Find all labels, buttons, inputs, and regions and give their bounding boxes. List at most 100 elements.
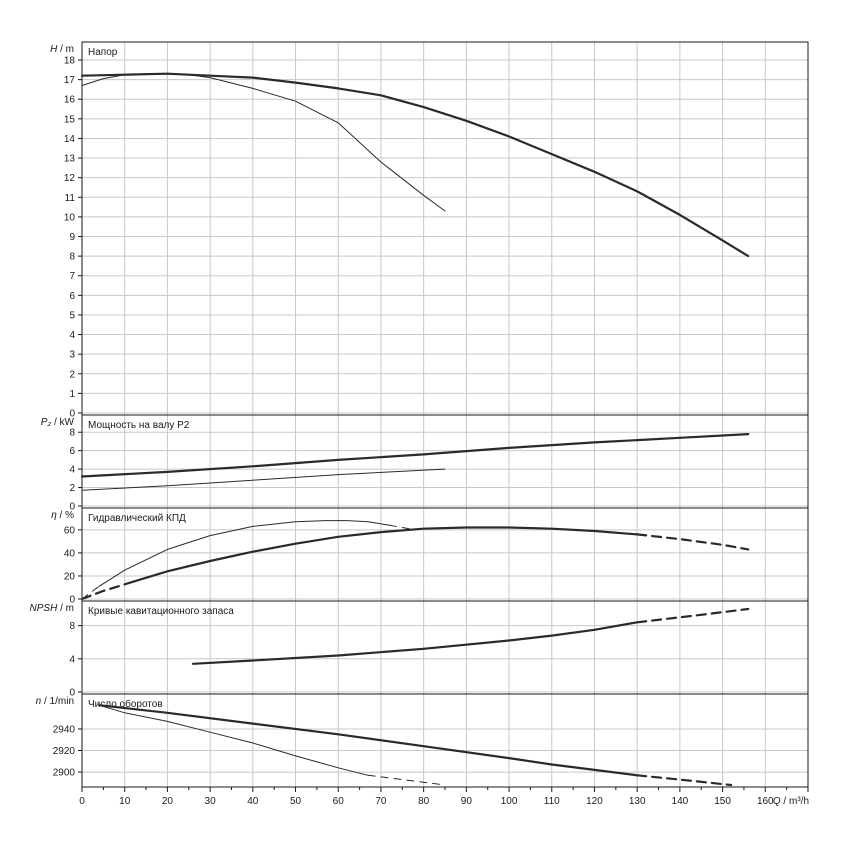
curve-head-0	[80, 72, 750, 258]
curve-efficiency-5	[389, 524, 416, 531]
y-tick-label: 17	[64, 75, 76, 86]
y-tick-label: 10	[64, 212, 76, 223]
y-tick-label: 6	[69, 291, 75, 302]
y-tick-label: 8	[69, 252, 75, 263]
y-axis-variable: P₂	[41, 417, 52, 428]
panel-npsh: 0 4 8 NPSH / m Кривые кавитационного запаса	[30, 600, 809, 699]
x-tick-label: 0	[79, 796, 85, 807]
y-tick-label: 2900	[53, 768, 76, 779]
y-axis-variable: η	[51, 510, 57, 521]
panel-title: Кривые кавитационного запаса	[88, 606, 234, 617]
x-axis-unit: m³/h	[789, 796, 809, 807]
y-tick-label: 12	[64, 173, 76, 184]
x-tick-label: 90	[461, 796, 473, 807]
x-tick-label: 10	[119, 796, 131, 807]
y-axis-variable: n	[36, 696, 42, 707]
x-tick-label: 120	[586, 796, 603, 807]
y-tick-label: 1	[69, 389, 75, 400]
panel-efficiency: 0 20 40 60 η / % Гидравлический КПД	[51, 507, 809, 606]
y-tick-label: 9	[69, 232, 75, 243]
x-tick-label: 50	[290, 796, 302, 807]
y-tick-label: 8	[69, 428, 75, 439]
curve-speed-2	[98, 704, 369, 776]
y-axis-unit: m	[66, 44, 74, 55]
x-tick-label: 30	[205, 796, 217, 807]
y-tick-label: 14	[64, 134, 76, 145]
x-tick-label: 140	[672, 796, 689, 807]
curve-efficiency-3	[98, 520, 390, 587]
y-tick-label: 4	[69, 654, 75, 665]
curve-head-1	[81, 73, 446, 212]
panel-frame	[81, 693, 809, 788]
y-axis-label: n / 1/min	[36, 696, 74, 707]
y-tick-label: 15	[64, 114, 76, 125]
y-axis-unit: m	[66, 603, 74, 614]
x-axis-variable: Q	[773, 796, 781, 807]
y-axis-unit: 1/min	[50, 696, 74, 707]
y-axis-variable: H	[50, 44, 58, 55]
x-tick-label: 40	[247, 796, 259, 807]
curve-power-0	[80, 433, 750, 478]
y-tick-label: 4	[69, 330, 75, 341]
curve-speed-3	[367, 774, 446, 786]
y-tick-label: 2940	[53, 724, 76, 735]
y-tick-label: 40	[64, 548, 76, 559]
curve-efficiency-4	[81, 585, 100, 600]
y-tick-label: 4	[69, 465, 75, 476]
curve-npsh-1	[636, 607, 750, 624]
y-tick-label: 8	[69, 621, 75, 632]
curve-power-1	[81, 468, 446, 491]
y-tick-label: 6	[69, 446, 75, 457]
panel-title: Мощность на валу P2	[88, 420, 190, 431]
y-tick-label: 2920	[53, 746, 76, 757]
curve-npsh-0	[191, 621, 639, 665]
curve-efficiency-0	[132, 526, 639, 583]
x-tick-label: 130	[629, 796, 646, 807]
y-axis-label: H / m	[50, 44, 74, 55]
y-tick-label: 5	[69, 310, 75, 321]
y-axis-label: NPSH / m	[30, 603, 74, 614]
x-tick-label: 110	[544, 796, 560, 807]
x-tick-label: 80	[418, 796, 430, 807]
panel-title: Напор	[88, 47, 118, 58]
x-tick-label: 100	[501, 796, 518, 807]
y-tick-label: 2	[69, 483, 75, 494]
curve-speed-1	[636, 774, 733, 787]
panel-power: 0 2 4 6 8P₂ / kW Мощность на валу P2	[41, 414, 809, 513]
y-axis-variable: NPSH	[30, 603, 59, 614]
y-axis-label: η / %	[51, 510, 74, 521]
panel-frame	[81, 41, 809, 416]
y-tick-label: 3	[69, 350, 75, 361]
x-axis-label: Q / m³/h	[773, 796, 809, 807]
y-tick-label: 0	[69, 688, 75, 699]
y-tick-label: 0	[69, 409, 75, 420]
panel-title: Гидравлический КПД	[88, 513, 186, 524]
y-tick-label: 7	[69, 271, 75, 282]
y-tick-label: 60	[64, 525, 76, 536]
x-tick-label: 70	[375, 796, 387, 807]
y-tick-label: 18	[64, 56, 76, 67]
x-tick-label: 60	[333, 796, 345, 807]
curve-speed-0	[97, 704, 639, 777]
x-tick-label: 160	[757, 796, 774, 807]
x-tick-label: 20	[162, 796, 174, 807]
y-tick-label: 13	[64, 154, 76, 165]
y-tick-label: 0	[69, 502, 75, 513]
panel-frame	[81, 507, 809, 602]
y-axis-label: P₂ / kW	[41, 417, 75, 428]
panel-frame	[81, 414, 809, 509]
y-axis-unit: %	[65, 510, 74, 521]
curve-efficiency-1	[80, 580, 135, 601]
y-tick-label: 11	[65, 193, 76, 204]
y-tick-label: 2	[69, 369, 75, 380]
y-tick-label: 16	[64, 95, 76, 106]
y-tick-label: 0	[69, 595, 75, 606]
y-axis-unit: kW	[60, 417, 75, 428]
x-tick-label: 150	[714, 796, 731, 807]
x-axis: 0 10 20 30 40 50 60 70 80 90 100 110 120 130 140 150 160…	[79, 787, 809, 807]
curve-efficiency-2	[636, 533, 750, 551]
y-tick-label: 20	[64, 571, 76, 582]
